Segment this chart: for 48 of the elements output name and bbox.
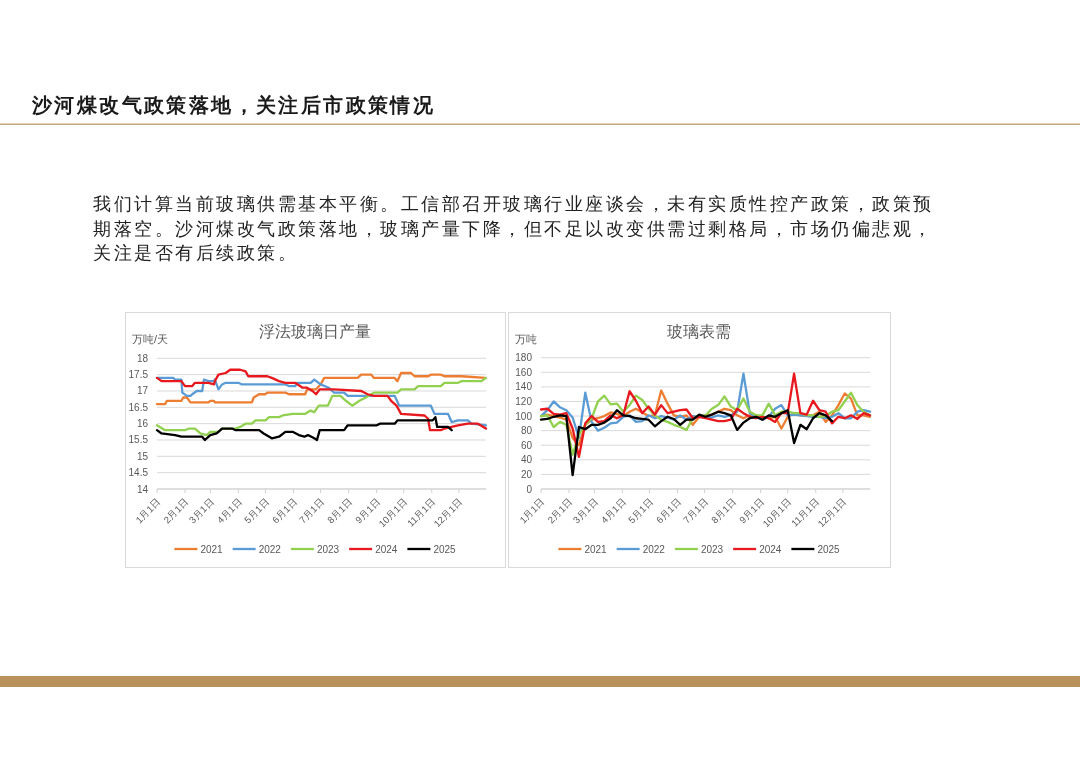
- legend-label: 2022: [258, 543, 282, 555]
- chart-title: 浮法玻璃日产量: [259, 322, 371, 340]
- y-tick-label: 80: [520, 425, 533, 437]
- y-axis-title: 万吨: [515, 333, 537, 345]
- x-tick-label: 8月1日: [708, 495, 739, 526]
- legend-label: 2021: [584, 543, 608, 555]
- legend-label: 2023: [316, 543, 340, 555]
- y-tick-label: 140: [515, 381, 533, 393]
- y-tick-label: 14.5: [128, 467, 149, 479]
- y-tick-label: 17.5: [128, 369, 149, 381]
- legend-label: 2021: [200, 543, 224, 555]
- line-series: [539, 372, 872, 440]
- y-tick-label: 180: [515, 352, 533, 364]
- y-tick-label: 60: [520, 439, 533, 451]
- y-tick-label: 17: [136, 385, 149, 397]
- chart-title: 玻璃表需: [667, 322, 731, 340]
- y-tick-label: 40: [520, 454, 533, 466]
- line-series: [539, 391, 872, 456]
- y-axis-title: 万吨/天: [132, 333, 169, 345]
- x-tick-label: 1月1日: [133, 495, 163, 526]
- y-tick-label: 0: [526, 483, 533, 495]
- y-tick-label: 18: [136, 352, 149, 364]
- y-tick-label: 20: [520, 468, 533, 480]
- legend-label: 2025: [433, 543, 457, 555]
- line-series: [539, 409, 834, 477]
- legend-label: 2024: [375, 543, 398, 555]
- y-tick-label: 15.5: [128, 434, 149, 446]
- x-tick-label: 8月1日: [324, 495, 355, 526]
- legend-label: 2025: [817, 543, 841, 555]
- y-tick-label: 160: [515, 366, 533, 378]
- line-series: [155, 376, 488, 437]
- legend-label: 2022: [642, 543, 666, 555]
- legend-label: 2024: [759, 543, 782, 555]
- y-tick-label: 15: [136, 450, 149, 462]
- y-tick-label: 100: [515, 410, 533, 422]
- legend-label: 2023: [700, 543, 724, 555]
- y-tick-label: 120: [515, 395, 533, 407]
- line-series: [155, 376, 488, 427]
- y-tick-label: 16: [136, 418, 149, 430]
- y-tick-label: 14: [136, 483, 149, 495]
- y-tick-label: 16.5: [128, 401, 149, 413]
- line-series: [155, 368, 488, 432]
- line-series: [155, 415, 453, 442]
- x-tick-label: 1月1日: [517, 495, 547, 526]
- line-series: [539, 372, 872, 459]
- text: 沙河煤改气政策落地，关注后市政策情况: [32, 93, 436, 118]
- line-series: [155, 371, 487, 406]
- text: 我们计算当前玻璃供需基本平衡。工信部召开玻璃行业座谈会，未有实质性控产政策，政策预期落空。沙河煤改气政策落地，玻璃产量下降，但不足以改变供需过剩格局，市场仍偏悲观，关注是否有后续政策。: [93, 193, 935, 265]
